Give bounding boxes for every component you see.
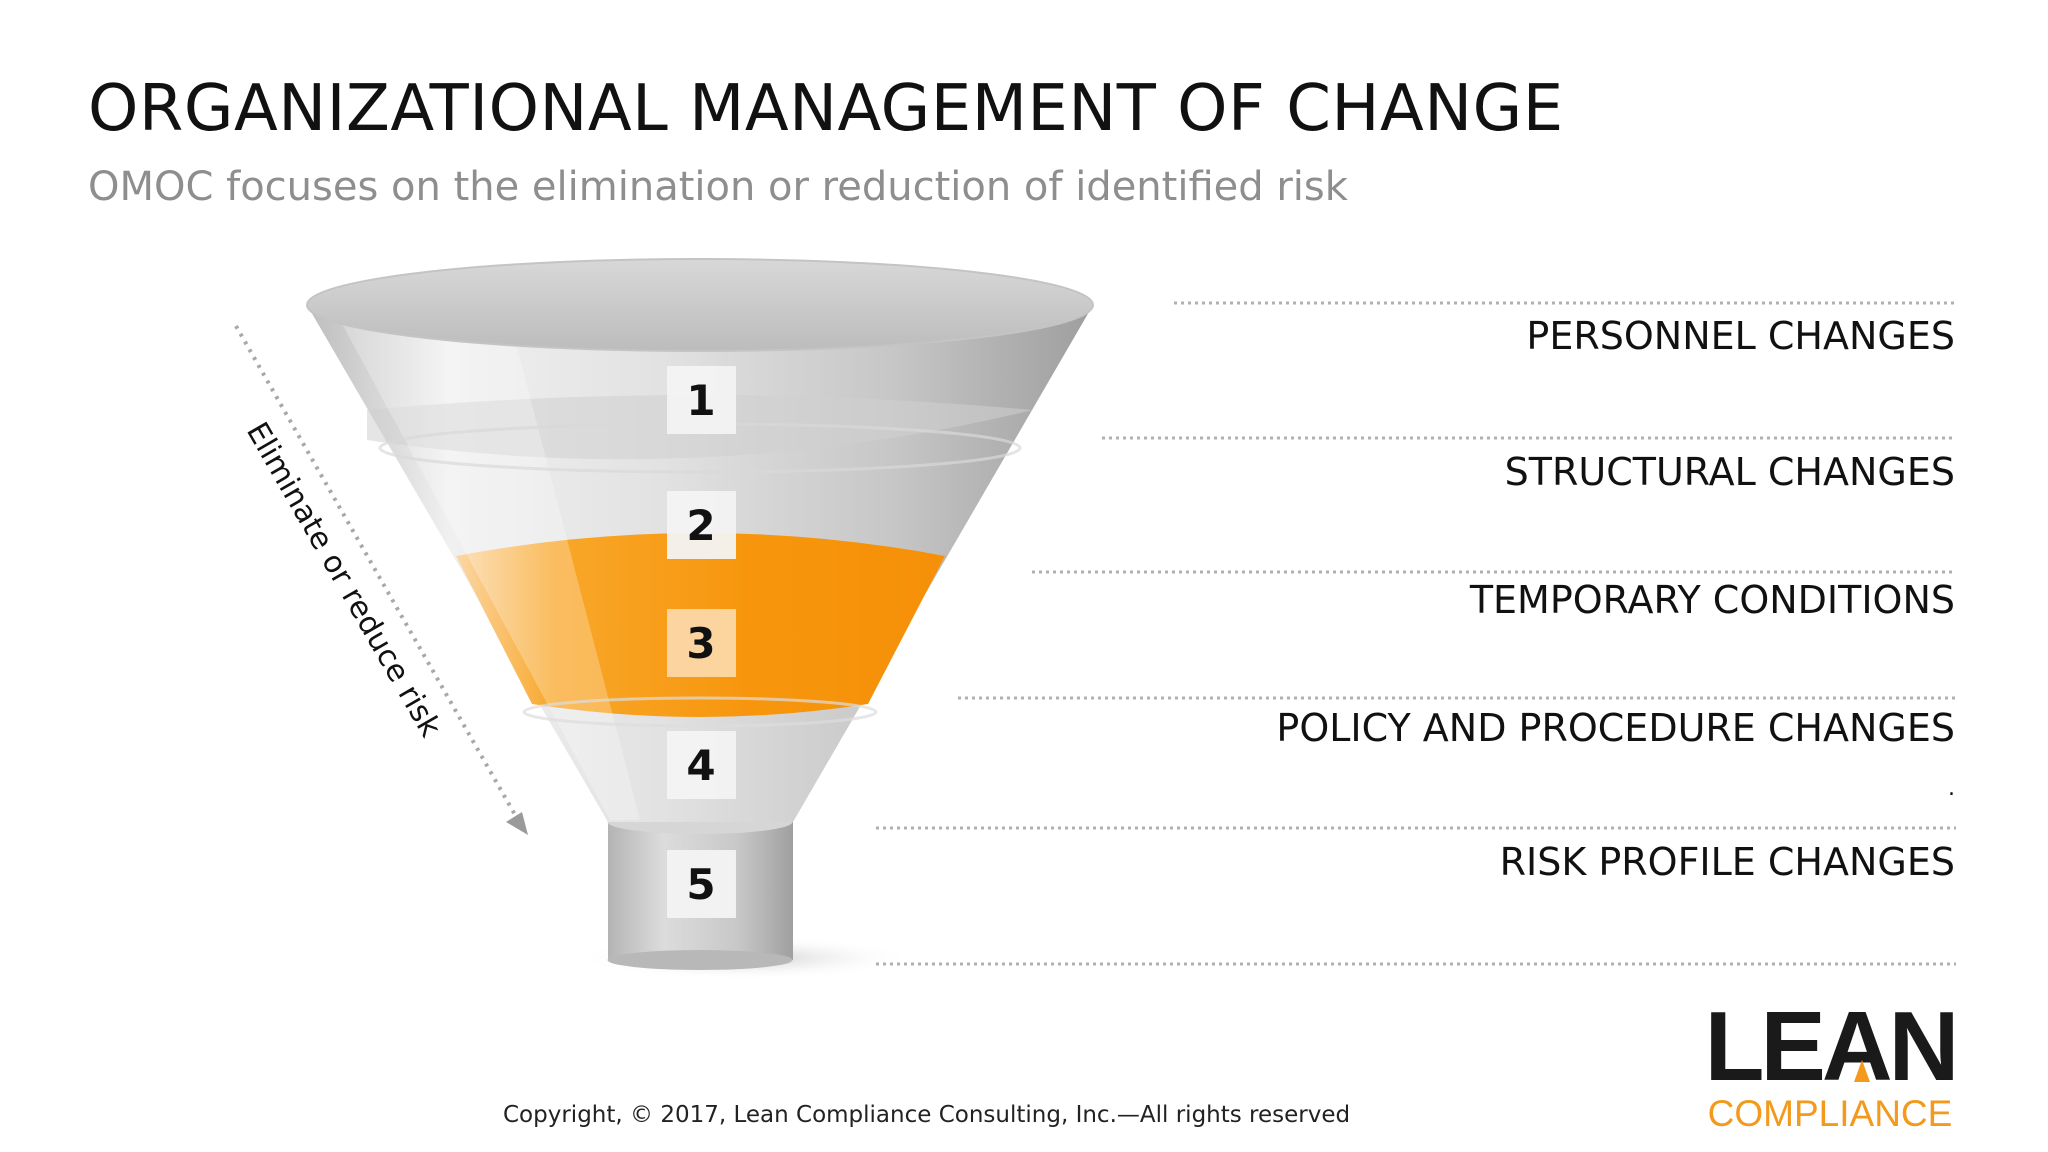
funnel-band-line: [522, 696, 878, 728]
step-number: 1: [686, 376, 715, 425]
copyright-notice: Copyright, © 2017, Lean Compliance Consu…: [503, 1102, 1351, 1128]
page-title: ORGANIZATIONAL MANAGEMENT OF CHANGE: [88, 72, 1564, 146]
lean-compliance-logo: LEAN COMPLIANCE: [1705, 992, 1956, 1132]
step-box-2: 2: [667, 491, 736, 559]
step-number: 5: [686, 860, 715, 909]
row-label-temporary: TEMPORARY CONDITIONS: [1469, 578, 1955, 622]
funnel-rim: [306, 258, 1094, 352]
step-box-3: 3: [667, 609, 736, 677]
row-label-structural: STRUCTURAL CHANGES: [1504, 450, 1955, 494]
logo-word-compliance: COMPLIANCE: [1708, 1093, 1953, 1132]
step-box-1: 1: [667, 366, 736, 434]
logo-word-lean: LEAN: [1705, 992, 1956, 1101]
page-subtitle: OMOC focuses on the elimination or reduc…: [88, 164, 1348, 210]
row-label-risk-profile: RISK PROFILE CHANGES: [1499, 840, 1955, 884]
row-label-policy: POLICY AND PROCEDURE CHANGES: [1276, 706, 1955, 750]
step-number: 4: [686, 741, 715, 790]
step-number: 2: [686, 501, 715, 550]
row-label-personnel: PERSONNEL CHANGES: [1526, 314, 1955, 358]
logo-accent-triangle: [1854, 1060, 1870, 1082]
step-box-5: 5: [667, 850, 736, 918]
stray-dot: .: [1948, 776, 1955, 801]
step-number: 3: [686, 619, 715, 668]
funnel-gloss: [340, 320, 640, 820]
step-box-4: 4: [667, 731, 736, 799]
risk-arrow: [234, 325, 528, 835]
